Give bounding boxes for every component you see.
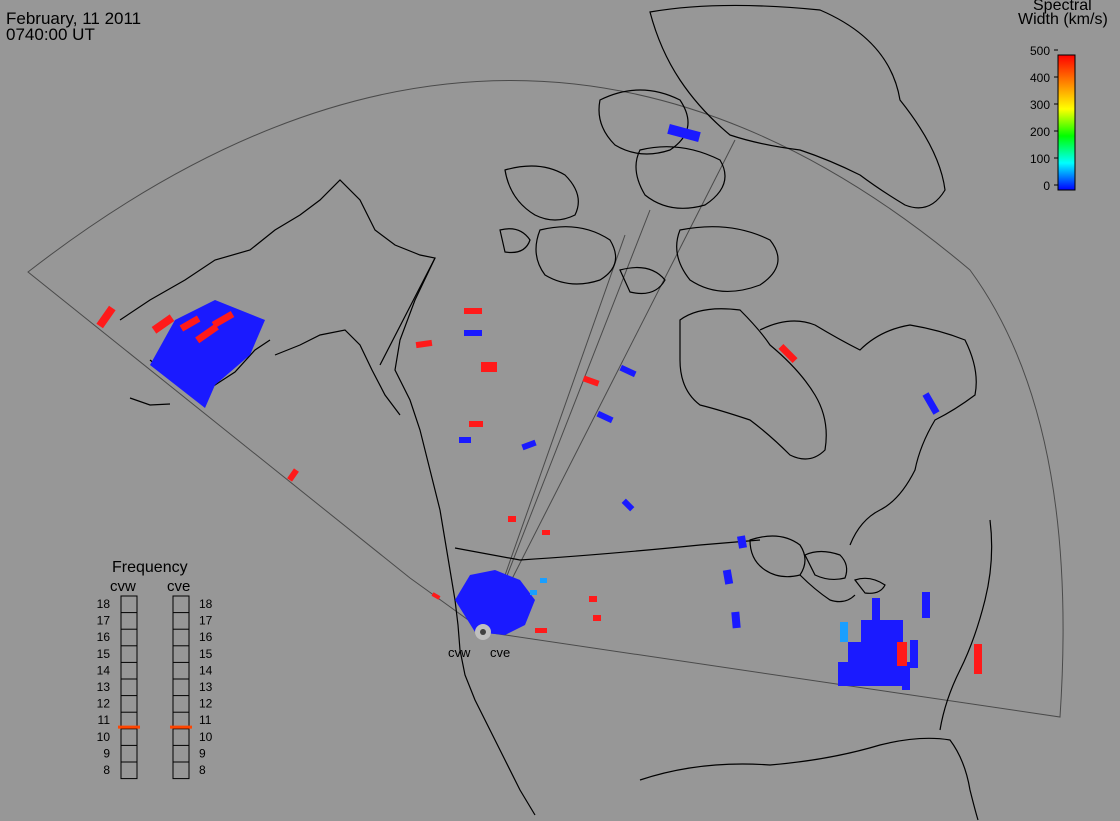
legend-tick-label: 100 bbox=[1030, 152, 1050, 166]
echo-cell bbox=[910, 640, 918, 668]
field-of-view-outline bbox=[27, 80, 1064, 718]
echo-cell bbox=[195, 323, 219, 344]
echo-cell bbox=[530, 590, 537, 595]
echo-cell bbox=[872, 598, 880, 620]
echo-cell bbox=[619, 364, 637, 378]
echo-cell bbox=[593, 615, 601, 621]
echo-cell bbox=[778, 343, 798, 364]
frequency-scale-label: 14 bbox=[199, 663, 213, 677]
time-label: 0740:00 UT bbox=[6, 25, 95, 44]
echo-cluster bbox=[150, 300, 265, 408]
echo-cell bbox=[459, 437, 471, 443]
frequency-scale-label: 16 bbox=[97, 630, 111, 644]
legend-tick-label: 0 bbox=[1043, 179, 1050, 193]
echo-cell bbox=[464, 308, 482, 314]
frequency-scale-label: 9 bbox=[199, 746, 206, 760]
echo-cell bbox=[582, 375, 600, 387]
echo-cell bbox=[535, 628, 547, 633]
radar-label-cvw: cvw bbox=[448, 645, 471, 660]
echo-cell bbox=[431, 592, 441, 600]
echo-cell bbox=[211, 310, 235, 329]
echo-cell bbox=[415, 339, 433, 349]
echo-cell bbox=[722, 569, 734, 585]
frequency-scale-label: 12 bbox=[199, 697, 213, 711]
frequency-scale-label: 10 bbox=[199, 730, 213, 744]
echo-cell bbox=[469, 421, 483, 427]
radar-echoes bbox=[96, 124, 982, 690]
frequency-scale-label: 15 bbox=[199, 647, 213, 661]
echo-cell bbox=[542, 530, 550, 535]
echo-cell bbox=[481, 362, 497, 372]
legend-tick-label: 400 bbox=[1030, 71, 1050, 85]
frequency-scale-label: 16 bbox=[199, 630, 213, 644]
echo-cell bbox=[897, 642, 907, 666]
echo-cell bbox=[596, 410, 614, 424]
legend-tick-label: 200 bbox=[1030, 125, 1050, 139]
echo-cell bbox=[179, 315, 201, 332]
frequency-radar-label-cve: cve bbox=[167, 578, 191, 595]
frequency-scale-label: 13 bbox=[97, 680, 111, 694]
legend-title-line2: Width (km/s) bbox=[1018, 11, 1108, 28]
frequency-scale-label: 9 bbox=[103, 746, 110, 760]
frequency-panel: 18 17 16 15 14 13 12 11 10 9 8 18 17 16 15 14 13 12 11 10 9 8 bbox=[97, 595, 213, 780]
frequency-scale-label: 11 bbox=[199, 713, 212, 727]
frequency-column bbox=[172, 595, 190, 780]
frequency-radar-label-cvw: cvw bbox=[110, 578, 136, 595]
echo-cell bbox=[508, 516, 516, 522]
echo-cell bbox=[621, 498, 635, 512]
echo-cell bbox=[840, 622, 848, 642]
legend-ticks: 500 400 300 200 100 0 bbox=[1030, 44, 1058, 193]
echo-cell bbox=[731, 611, 741, 629]
echo-cell bbox=[922, 592, 930, 618]
frequency-scale-label: 18 bbox=[199, 597, 213, 611]
echo-cell bbox=[96, 305, 116, 329]
echo-cell bbox=[667, 124, 701, 142]
frequency-scale-label: 10 bbox=[97, 730, 111, 744]
legend-tick-label: 500 bbox=[1030, 44, 1050, 58]
date-label: February, 11 2011 bbox=[6, 9, 142, 28]
echo-cell bbox=[151, 314, 175, 334]
frequency-scale-label: 11 bbox=[98, 713, 111, 727]
frequency-scale-label: 12 bbox=[97, 697, 111, 711]
frequency-scale-label: 13 bbox=[199, 680, 213, 694]
echo-cell bbox=[974, 644, 982, 674]
frequency-scale-label: 17 bbox=[97, 614, 111, 628]
echo-cell bbox=[922, 392, 940, 415]
frequency-scale-label: 8 bbox=[103, 763, 110, 777]
frequency-scale-label: 8 bbox=[199, 763, 206, 777]
frequency-column bbox=[120, 595, 138, 780]
frequency-scale-label: 18 bbox=[97, 597, 111, 611]
frequency-title: Frequency bbox=[112, 559, 188, 576]
coastlines bbox=[119, 4, 993, 821]
echo-cell bbox=[589, 596, 597, 602]
radar-site-dot bbox=[480, 629, 486, 635]
echo-cell bbox=[737, 535, 747, 549]
frequency-scale-label: 14 bbox=[97, 663, 111, 677]
echo-cell bbox=[540, 578, 547, 583]
echo-cell bbox=[287, 468, 299, 482]
frequency-scale-label: 15 bbox=[97, 647, 111, 661]
legend-title-line1: Spectral bbox=[1033, 0, 1092, 14]
echo-cell bbox=[199, 360, 219, 376]
radar-label-cve: cve bbox=[490, 645, 511, 660]
frequency-scale-label: 17 bbox=[199, 614, 213, 628]
echo-cell bbox=[848, 642, 868, 664]
radar-sites bbox=[475, 624, 491, 640]
spectral-width-legend: 500 400 300 200 100 0 bbox=[1030, 44, 1076, 193]
legend-color-bar bbox=[1057, 54, 1076, 191]
echo-cell bbox=[464, 330, 482, 336]
echo-cluster bbox=[455, 570, 535, 635]
echo-cell bbox=[902, 664, 910, 690]
legend-tick-label: 300 bbox=[1030, 98, 1050, 112]
echo-cell bbox=[521, 439, 537, 451]
